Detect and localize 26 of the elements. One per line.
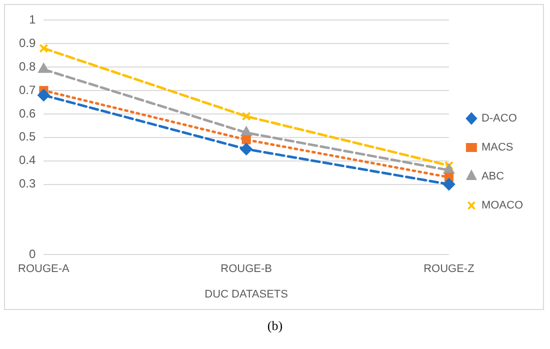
- y-tick-label: 0.4: [18, 153, 36, 168]
- y-tick-label: 0.3: [18, 176, 36, 191]
- y-tick-label: 0.6: [18, 106, 36, 120]
- y-tick-label: 0.5: [18, 130, 36, 144]
- x-tick-label: ROUGE-B: [220, 263, 272, 276]
- y-tick-label: 0: [28, 246, 36, 261]
- point: [240, 143, 252, 156]
- y-tick-label: 0.9: [18, 36, 36, 50]
- y-tick-label: 0.8: [18, 59, 36, 74]
- point: [242, 135, 251, 144]
- x-axis-title: DUC DATASETS: [204, 288, 288, 300]
- x-tick-label: ROUGE-A: [18, 263, 70, 276]
- point: [444, 160, 454, 170]
- x-tick-label: ROUGE-Z: [424, 263, 475, 276]
- y-tick-label: 1: [28, 12, 36, 27]
- point: [242, 112, 251, 121]
- legend-label: ABC: [481, 170, 504, 183]
- legend-label: MACS: [481, 142, 514, 154]
- point: [442, 178, 455, 190]
- legend-label: D-ACO: [481, 112, 518, 125]
- legend-label: MOACO: [481, 200, 524, 212]
- text: (b): [266, 318, 284, 334]
- y-tick-label: 0.7: [18, 82, 36, 97]
- point: [38, 63, 50, 73]
- point: [38, 89, 50, 102]
- point: [39, 44, 48, 53]
